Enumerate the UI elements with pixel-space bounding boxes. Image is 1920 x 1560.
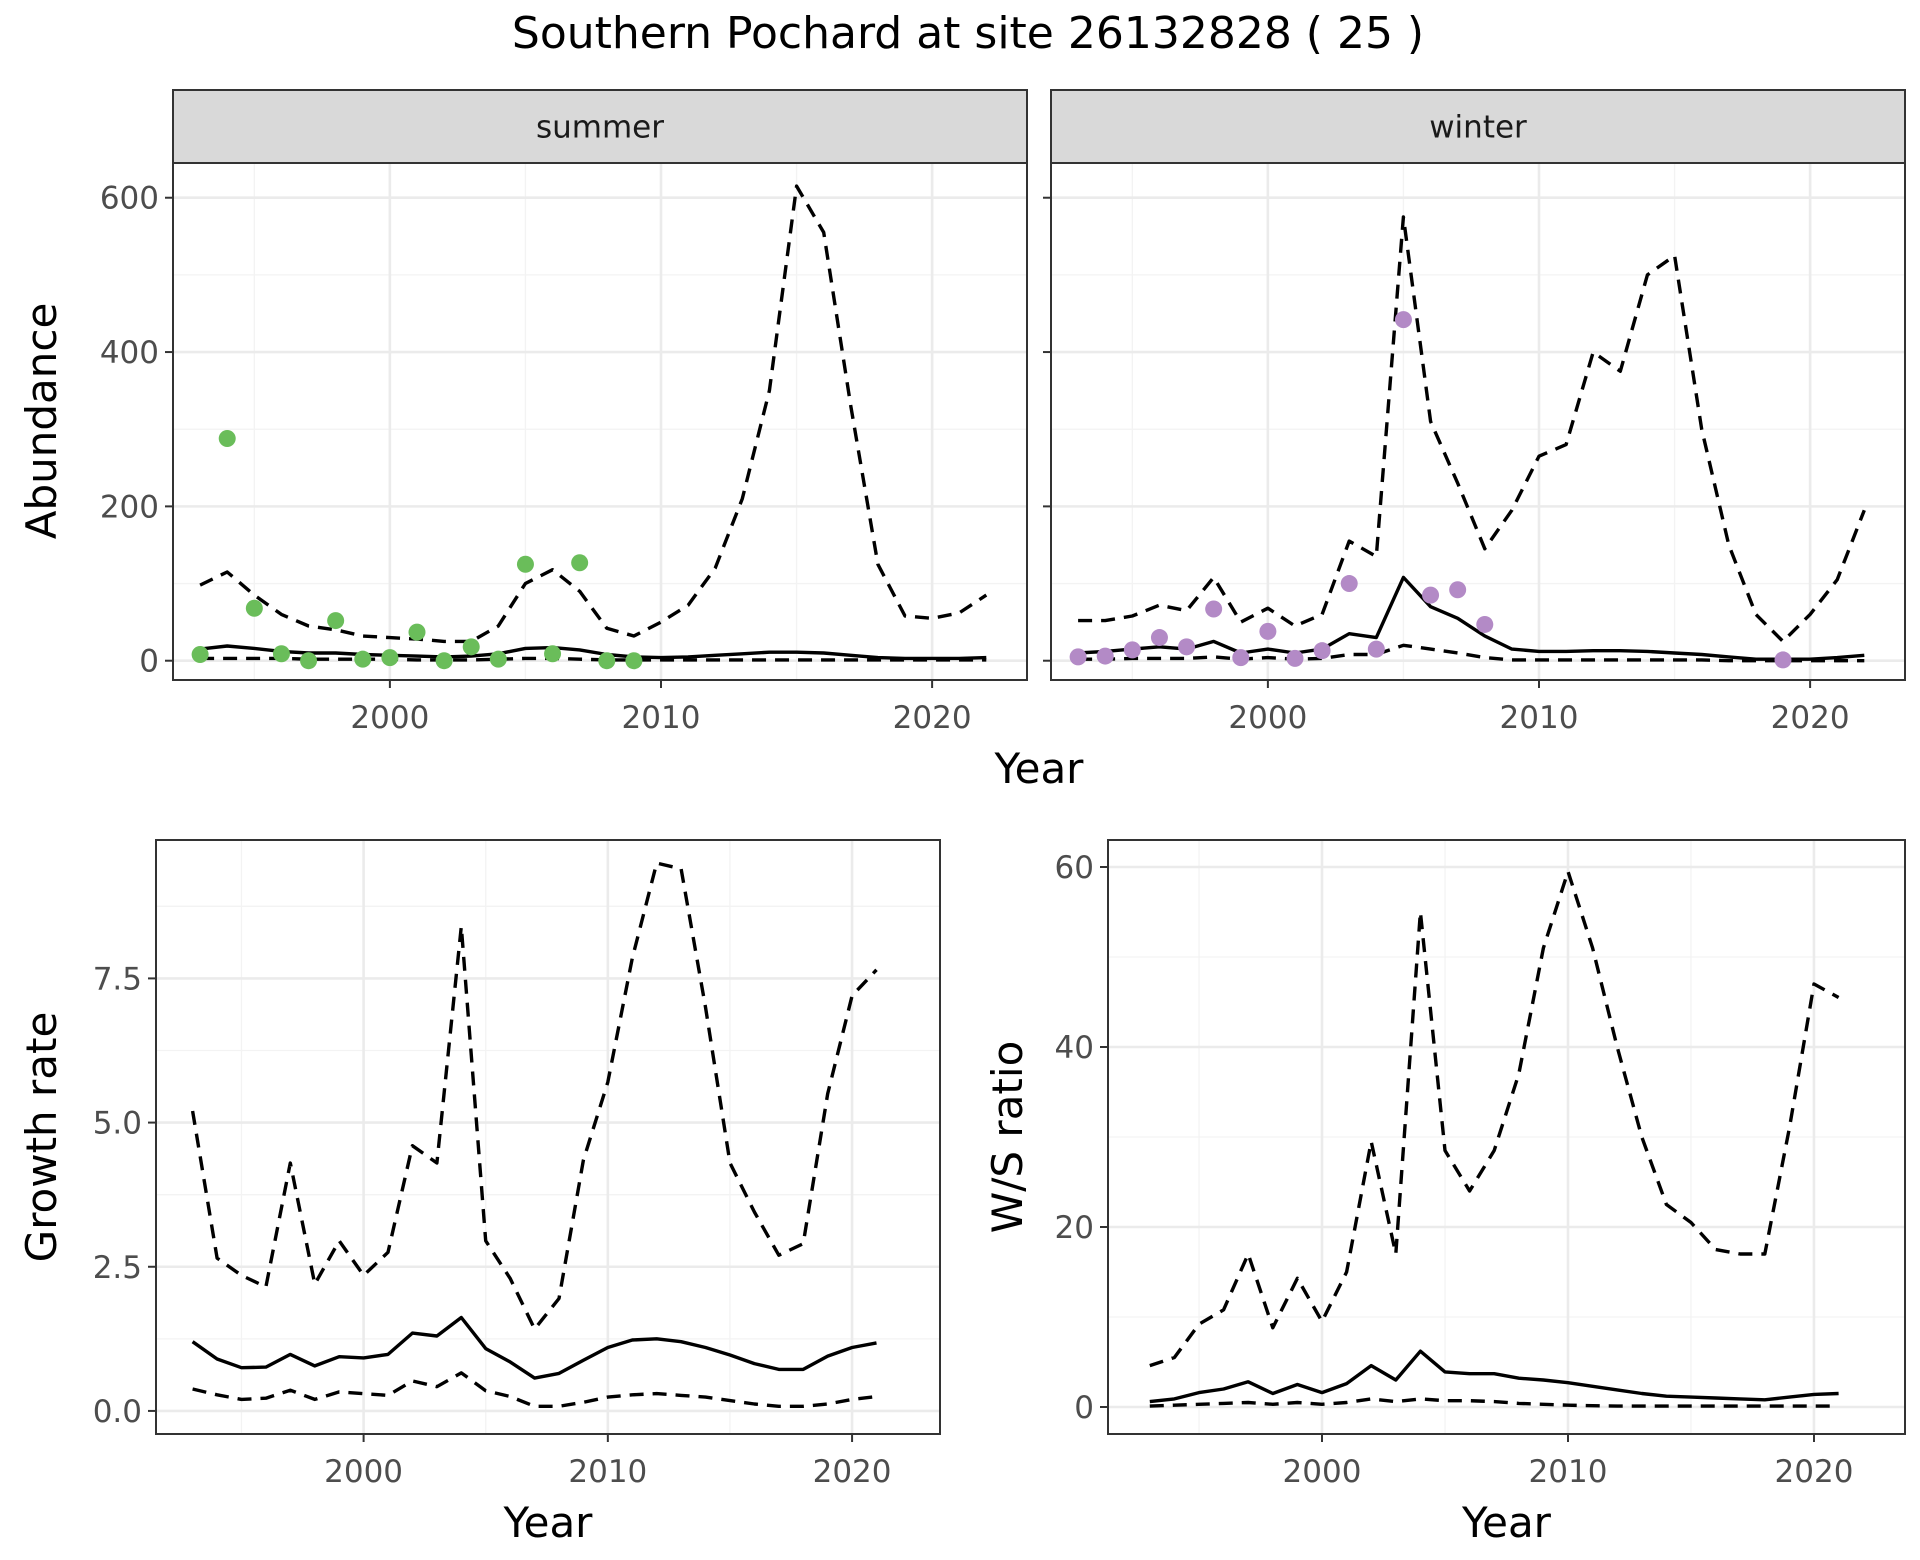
series-line-dashed-1 <box>1078 643 1865 663</box>
data-point <box>1150 629 1168 647</box>
x-tick-label: 2010 <box>1529 1454 1608 1490</box>
data-point <box>1123 641 1141 659</box>
panel-winter: winter 2000 2010 2020 <box>1043 89 1906 736</box>
data-point <box>1340 575 1358 593</box>
data-point <box>1232 649 1250 667</box>
y-tick-label: 2.5 <box>93 1250 142 1286</box>
figure-title: Southern Pochard at site 26132828 ( 25 ) <box>512 8 1424 59</box>
x-tick-label: 2000 <box>1228 700 1307 736</box>
x-tick-label: 2020 <box>1775 1454 1854 1490</box>
y-tick-label: 0.0 <box>93 1394 142 1430</box>
data-point <box>1449 581 1467 599</box>
data-point <box>489 650 507 668</box>
y-tick-label: 40 <box>1055 1030 1094 1066</box>
data-point <box>408 623 426 641</box>
plot-area <box>173 163 1027 680</box>
grid <box>1108 840 1905 1434</box>
plot-area <box>156 840 940 1434</box>
y-tick-label: 20 <box>1055 1210 1094 1246</box>
x-tick-label: 2020 <box>813 1454 892 1490</box>
series-line-dashed-1 <box>1149 1397 1839 1408</box>
y-tick-label: 60 <box>1055 850 1094 886</box>
grid <box>173 163 1027 680</box>
data-point <box>1096 647 1114 665</box>
y-axis-title: Abundance <box>17 303 66 540</box>
x-tick-label: 2000 <box>1283 1454 1362 1490</box>
data-point <box>1476 615 1494 633</box>
y-axis-title: W/S ratio <box>983 1041 1032 1234</box>
data-point <box>245 599 263 617</box>
x-tick-label: 2010 <box>622 700 701 736</box>
x-tick-label: 2020 <box>893 700 972 736</box>
data-point <box>1394 311 1412 329</box>
series-line-solid-0 <box>1077 575 1865 661</box>
y-tick-label: 400 <box>100 335 159 371</box>
data-point <box>1178 638 1196 656</box>
x-tick-label: 2000 <box>324 1454 403 1490</box>
x-tick-label: 2010 <box>568 1454 647 1490</box>
y-tick-label: 0 <box>139 644 159 680</box>
y-axis-title: Growth rate <box>17 1012 66 1263</box>
data-point <box>381 649 399 667</box>
grid <box>156 840 940 1434</box>
strip-background <box>1050 89 1906 164</box>
data-point <box>625 652 643 670</box>
data-point <box>1313 642 1331 660</box>
series-line-dashed-2 <box>1149 869 1840 1368</box>
data-point <box>516 555 534 573</box>
data-point <box>1367 640 1385 658</box>
x-tick-label: 2010 <box>1500 700 1579 736</box>
strip-background <box>172 89 1028 164</box>
strip-label: summer <box>536 110 664 146</box>
data-point <box>435 652 453 670</box>
data-point <box>272 645 290 663</box>
data-point <box>1259 622 1277 640</box>
data-point <box>571 554 589 572</box>
series-line-dashed-2 <box>199 184 988 644</box>
data-point <box>1286 649 1304 667</box>
data-point <box>1774 651 1792 669</box>
panel-growth: 2000 2010 2020 0.0 2.5 5.0 7.5 Growth rate Year <box>17 839 941 1547</box>
x-axis-title: Year <box>503 1498 594 1547</box>
data-point <box>544 645 562 663</box>
y-tick-label: 200 <box>100 489 159 525</box>
strip-label: winter <box>1429 110 1527 146</box>
series-line-solid-0 <box>1149 1349 1839 1404</box>
data-point <box>1422 586 1440 604</box>
data-point <box>327 612 345 630</box>
data-point <box>191 646 209 664</box>
panel-ws_ratio: 2000 2010 2020 0 20 40 60 W/S ratio Year <box>983 839 1906 1547</box>
x-tick-label: 2020 <box>1771 700 1850 736</box>
y-tick-label: 5.0 <box>93 1106 142 1142</box>
y-tick-label: 0 <box>1074 1390 1094 1426</box>
data-point <box>300 652 318 670</box>
grid <box>1051 163 1905 680</box>
panel-border <box>155 839 941 1435</box>
data-point <box>1205 600 1223 618</box>
x-tick-label: 2000 <box>350 700 429 736</box>
data-point <box>218 429 236 447</box>
series-line-dashed-2 <box>1078 215 1866 644</box>
data-point <box>354 650 372 668</box>
data-point <box>598 652 616 670</box>
series-line-dashed-1 <box>192 1371 877 1409</box>
y-tick-label: 600 <box>100 181 159 217</box>
x-axis-title: Year <box>1461 1498 1552 1547</box>
panel-border <box>1107 839 1906 1435</box>
data-point <box>1069 648 1087 666</box>
plot-area <box>1051 163 1905 680</box>
series-line-solid-0 <box>199 644 987 661</box>
data-point <box>462 638 480 656</box>
y-tick-label: 7.5 <box>93 961 142 997</box>
series-line-dashed-2 <box>190 861 878 1331</box>
series-line-dashed-1 <box>200 656 987 662</box>
series-line-solid-0 <box>191 1315 877 1380</box>
x-axis-title-shared: Year <box>994 744 1085 793</box>
panel-summer: summer 2000 2010 2020 0 200 400 600 Abundance <box>17 89 1028 736</box>
